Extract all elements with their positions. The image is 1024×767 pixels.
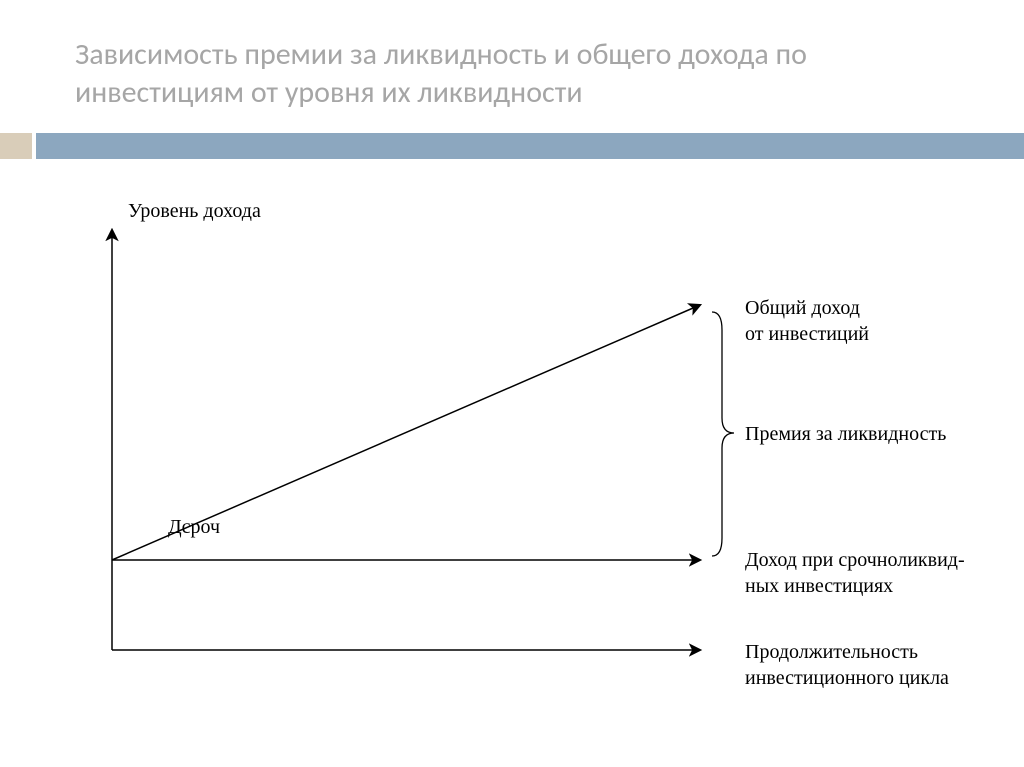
slide: Зависимость премии за ликвидность и обще… (0, 0, 1024, 767)
base-income-label-line2: ных инвестициях (745, 575, 893, 598)
y-axis-label: Уровень дохода (128, 200, 261, 223)
x-axis-label-line2: инвестиционного цикла (745, 667, 949, 690)
x-axis-label-line1: Продолжительность (745, 641, 918, 664)
total-income-label-line1: Общий доход (745, 297, 860, 320)
premium-label: Премия за ликвидность (745, 423, 946, 446)
total-income-label-line2: от инвестиций (745, 323, 869, 346)
base-income-label-line1: Доход при срочноликвид- (745, 549, 965, 572)
brace-premium (712, 312, 734, 556)
dsroch-label: Дсроч (168, 516, 220, 539)
